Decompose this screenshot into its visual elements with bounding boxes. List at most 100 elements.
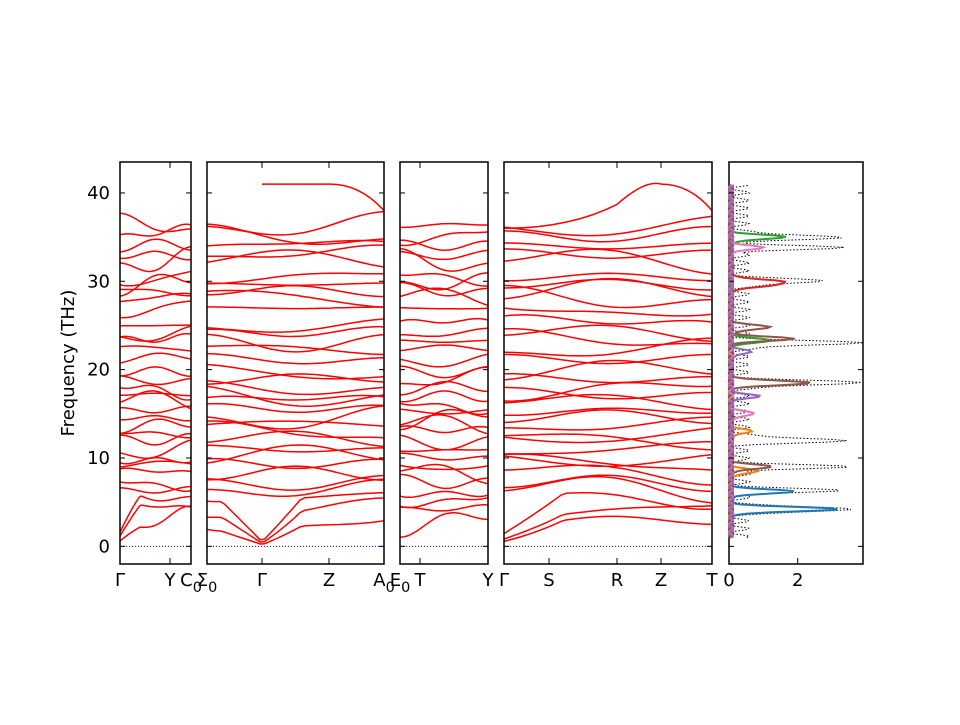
band-line xyxy=(206,474,385,491)
band-line xyxy=(206,385,385,407)
band-line xyxy=(119,390,192,410)
band-line xyxy=(119,300,192,319)
band-line xyxy=(503,277,713,300)
band-line xyxy=(119,270,192,287)
x-tick-label: Y xyxy=(164,570,177,591)
band-line xyxy=(504,441,712,455)
x-tick-label: Σ0 xyxy=(197,570,218,596)
x-tick-label: Γ xyxy=(257,570,267,591)
band-line xyxy=(119,246,192,273)
band-line xyxy=(206,402,385,414)
band-line xyxy=(206,405,385,430)
x-tick-label: Y xyxy=(482,570,495,591)
band-line xyxy=(399,434,489,451)
x-tick-label: S xyxy=(543,570,554,591)
band-line xyxy=(399,344,489,352)
band-line xyxy=(206,497,385,543)
band-line xyxy=(503,314,713,325)
band-panel-3 xyxy=(399,162,489,564)
band-line xyxy=(206,380,385,396)
band-line xyxy=(119,273,192,297)
band-line xyxy=(206,444,385,464)
panel-frame xyxy=(206,161,385,565)
band-line xyxy=(503,393,713,411)
band-line xyxy=(119,374,192,386)
band-line xyxy=(120,432,192,446)
band-line xyxy=(399,353,489,368)
band-line xyxy=(206,444,384,453)
band-line xyxy=(207,282,385,286)
band-line xyxy=(119,366,192,378)
band-line xyxy=(119,292,192,303)
band-line xyxy=(119,456,192,465)
band-line xyxy=(503,409,713,425)
band-line xyxy=(399,408,489,415)
y-tick-label: 10 xyxy=(87,448,110,469)
band-line xyxy=(504,242,713,250)
band-line xyxy=(119,223,192,237)
y-axis-label: Frequency (THz) xyxy=(58,290,79,437)
x-tick-label: C0 xyxy=(180,570,202,596)
band-line xyxy=(119,345,192,352)
band-line xyxy=(399,414,489,435)
band-line xyxy=(400,239,488,251)
band-line xyxy=(503,359,713,381)
band-line xyxy=(399,390,489,403)
band-line xyxy=(206,244,384,258)
band-line xyxy=(120,324,191,327)
band-line xyxy=(120,288,191,297)
band-line xyxy=(503,427,713,444)
band-line xyxy=(119,212,192,233)
band-line xyxy=(119,414,191,422)
band-line xyxy=(119,325,192,342)
band-line xyxy=(119,352,192,364)
band-line xyxy=(206,223,385,245)
band-line xyxy=(206,352,385,365)
band-line xyxy=(400,452,489,461)
band-line xyxy=(400,380,489,396)
band-line xyxy=(206,491,385,541)
band-line xyxy=(504,353,712,365)
band-line xyxy=(206,210,385,236)
band-line xyxy=(207,306,384,310)
band-line xyxy=(503,215,713,237)
band-line xyxy=(399,317,489,324)
band-line xyxy=(206,289,385,308)
band-line xyxy=(119,467,192,473)
band-line xyxy=(503,386,712,400)
band-line xyxy=(503,492,713,535)
band-line xyxy=(503,284,713,309)
band-line xyxy=(120,392,191,397)
band-line xyxy=(503,407,713,417)
band-line xyxy=(503,328,713,346)
band-line xyxy=(206,457,385,470)
band-line xyxy=(400,272,488,291)
band-panel-2 xyxy=(206,162,385,564)
y-tick-label: 30 xyxy=(87,271,110,292)
band-line xyxy=(399,327,489,338)
band-line xyxy=(206,239,385,247)
x-tick-label: T xyxy=(414,570,427,591)
band-line xyxy=(504,272,712,282)
band-line xyxy=(206,249,385,268)
band-line xyxy=(119,439,192,459)
x-tick-label: Γ xyxy=(115,570,125,591)
band-line xyxy=(503,278,712,291)
band-line xyxy=(399,306,489,310)
band-line xyxy=(503,453,713,471)
band-line xyxy=(120,405,191,414)
band-line xyxy=(206,318,385,333)
band-line xyxy=(206,344,385,356)
band-line xyxy=(503,453,713,468)
band-line xyxy=(206,333,385,353)
band-line xyxy=(119,384,192,401)
band-line xyxy=(400,339,488,344)
x-tick-label: 0 xyxy=(723,570,734,591)
y-tick-label: 20 xyxy=(87,360,110,381)
top-band-line xyxy=(503,182,713,230)
x-tick-label: Γ xyxy=(499,570,509,591)
band-line xyxy=(399,249,489,261)
band-panel-1 xyxy=(119,162,192,564)
x-tick-label: Z xyxy=(655,570,667,591)
